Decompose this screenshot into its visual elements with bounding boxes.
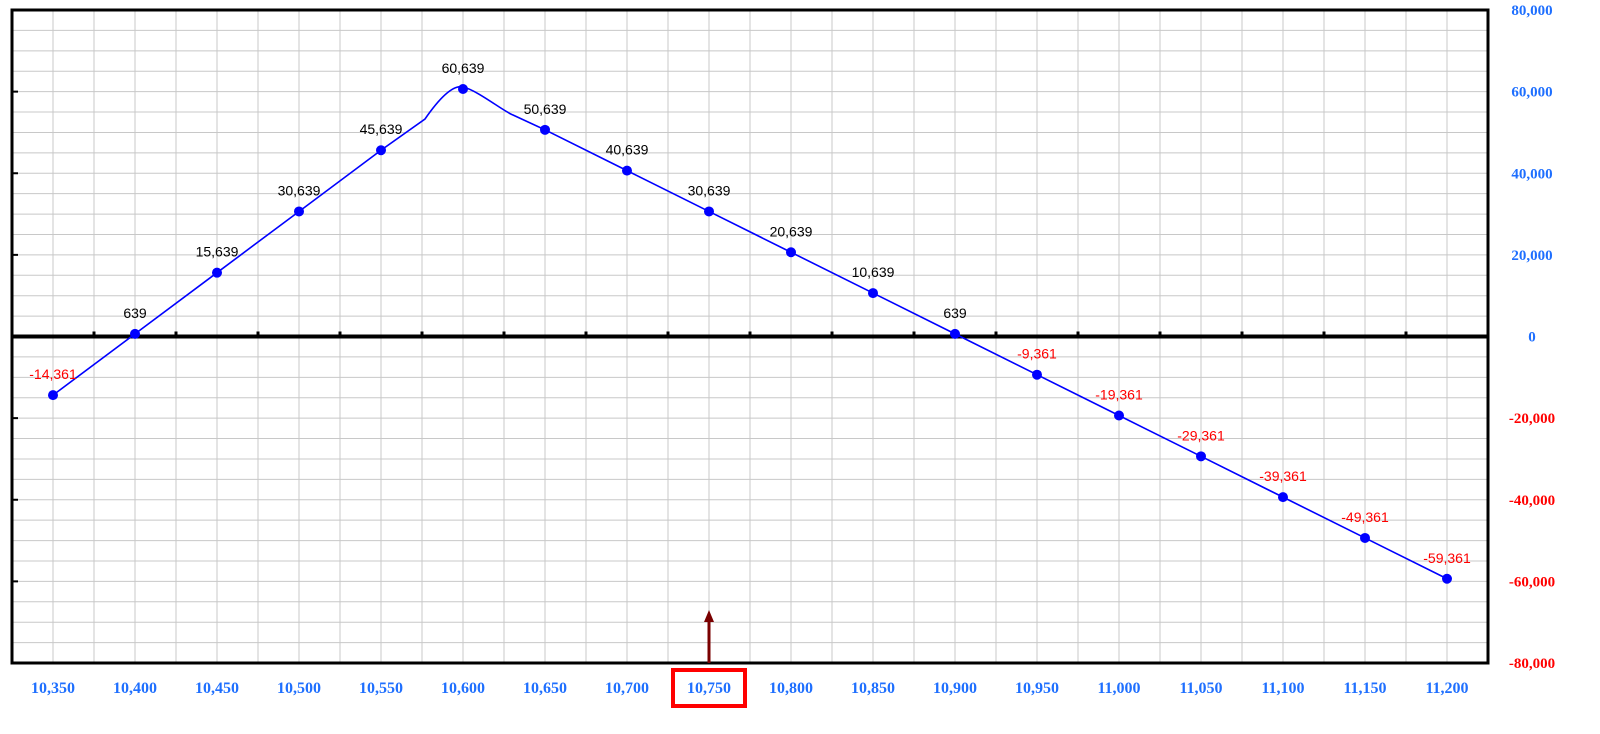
y-tick-label: -40,000 (1509, 493, 1555, 509)
x-tick-label: 10,700 (605, 680, 649, 697)
y-tick-label: 60,000 (1511, 85, 1552, 101)
x-tick-label: 11,000 (1097, 680, 1140, 697)
data-label: -29,361 (1177, 427, 1225, 443)
x-tick-label: 11,100 (1261, 680, 1304, 697)
data-label: -59,361 (1423, 550, 1471, 566)
data-point (950, 328, 960, 339)
chart-grid (11, 9, 1489, 664)
data-label: 30,639 (688, 182, 731, 198)
x-tick-label: 10,400 (113, 680, 157, 697)
y-tick-label: -60,000 (1509, 574, 1555, 590)
data-point (1442, 573, 1452, 584)
data-point (622, 165, 632, 176)
y-tick-label: 0 (1528, 330, 1536, 346)
data-label: 40,639 (606, 142, 649, 158)
data-label: -19,361 (1095, 387, 1143, 403)
series-line (52, 85, 1448, 580)
data-label: 639 (123, 305, 147, 321)
x-tick-label: 10,850 (851, 680, 895, 697)
data-label: -14,361 (29, 366, 77, 382)
chart-axes (10, 8, 1490, 665)
highlight-box (671, 668, 747, 708)
x-tick-label: 10,650 (523, 680, 567, 697)
data-label: -9,361 (1017, 346, 1057, 362)
data-point (1278, 492, 1288, 503)
x-tick-label: 10,550 (359, 680, 403, 697)
data-point (1114, 410, 1124, 421)
data-label: 30,639 (278, 182, 321, 198)
x-tick-label: 11,200 (1425, 680, 1468, 697)
y-axis-tick-labels: 80,000 60,000 40,000 20,000 0 -20,000 -40,000 -… (1509, 3, 1555, 672)
data-label: 45,639 (360, 121, 403, 137)
data-label: -49,361 (1341, 509, 1389, 525)
data-point (540, 124, 550, 135)
data-label: 50,639 (524, 101, 567, 117)
x-tick-label: 10,500 (277, 680, 321, 697)
data-point (1196, 451, 1206, 462)
y-tick-label: 40,000 (1511, 166, 1552, 182)
x-tick-label: 10,800 (769, 680, 813, 697)
data-label: 20,639 (770, 223, 813, 239)
data-point (1032, 369, 1042, 380)
x-tick-label: 10,600 (441, 680, 485, 697)
data-point (868, 288, 878, 299)
x-tick-label: 10,350 (31, 680, 75, 697)
data-label: 10,639 (852, 264, 895, 280)
current-price-marker (671, 610, 747, 708)
data-point (786, 247, 796, 258)
x-tick-label: 10,750 (687, 680, 731, 697)
data-point (376, 145, 386, 156)
highlight-arrow-head (704, 610, 714, 622)
y-tick-label: -20,000 (1509, 411, 1555, 427)
x-tick-label: 10,450 (195, 680, 239, 697)
y-tick-label: 20,000 (1511, 248, 1552, 264)
data-label: -39,361 (1259, 468, 1307, 484)
x-tick-label: 11,050 (1179, 680, 1222, 697)
x-tick-label: 10,900 (933, 680, 977, 697)
data-label: 639 (943, 305, 967, 321)
data-point (48, 390, 58, 401)
data-point (130, 328, 140, 339)
y-tick-label: 80,000 (1511, 3, 1552, 19)
chart-series (48, 84, 1452, 584)
data-point (1360, 532, 1370, 543)
data-label: 15,639 (196, 244, 239, 260)
chart-data-labels: -14,361 639 15,639 30,639 45,639 60,639 50,639… (29, 60, 1471, 566)
data-point (704, 206, 714, 217)
x-tick-label: 10,950 (1015, 680, 1059, 697)
x-axis-tick-labels: 10,350 10,400 10,450 10,500 10,550 10,600 10,6… (31, 680, 1469, 697)
data-point (212, 267, 222, 278)
x-tick-label: 11,150 (1343, 680, 1386, 697)
data-point (294, 206, 304, 217)
data-point (458, 84, 468, 95)
y-tick-label: -80,000 (1509, 656, 1555, 672)
data-label: 60,639 (442, 60, 485, 76)
